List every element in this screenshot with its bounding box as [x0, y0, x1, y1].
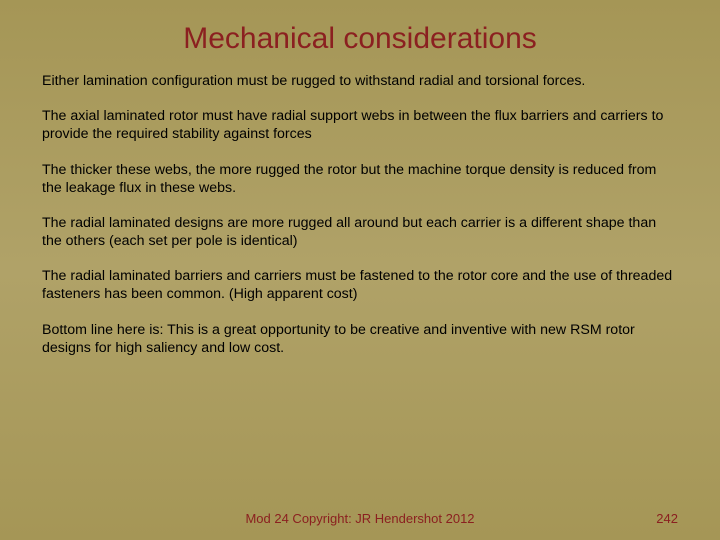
paragraph: The radial laminated designs are more ru…	[42, 214, 678, 250]
paragraph: The radial laminated barriers and carrie…	[42, 267, 678, 303]
paragraph: Bottom line here is: This is a great opp…	[42, 321, 678, 357]
slide-footer: Mod 24 Copyright: JR Hendershot 2012 242	[0, 511, 720, 526]
paragraph: Either lamination configuration must be …	[42, 72, 678, 90]
footer-copyright: Mod 24 Copyright: JR Hendershot 2012	[245, 511, 474, 526]
slide-title: Mechanical considerations	[42, 22, 678, 56]
slide-container: Mechanical considerations Either laminat…	[0, 0, 720, 540]
paragraph: The axial laminated rotor must have radi…	[42, 107, 678, 143]
footer-page-number: 242	[656, 511, 678, 526]
paragraph: The thicker these webs, the more rugged …	[42, 161, 678, 197]
